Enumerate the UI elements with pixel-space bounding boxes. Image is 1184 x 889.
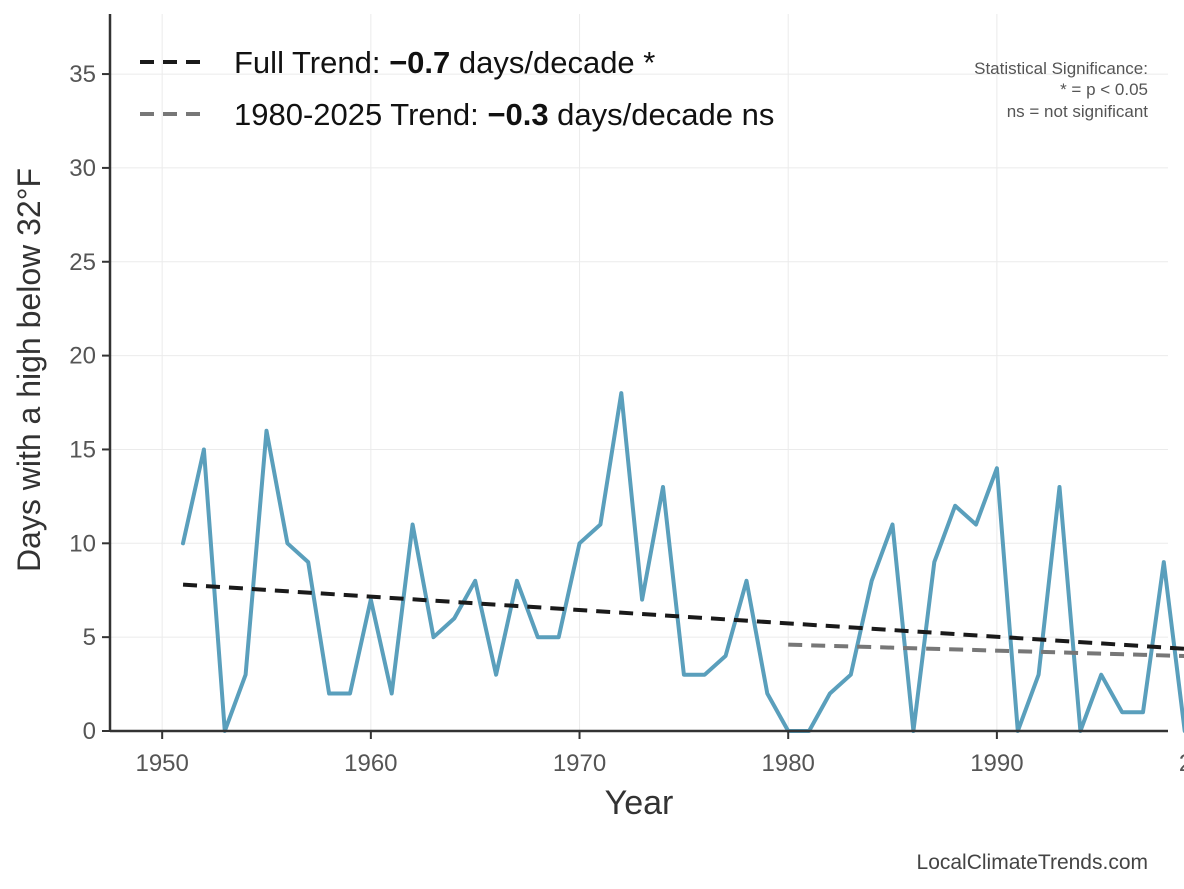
significance-p-value: * = p < 0.05: [1060, 80, 1148, 99]
legend: Full Trend: −0.7 days/decade * 1980-2025 …: [140, 45, 774, 132]
y-tick-label: 30: [69, 155, 96, 182]
x-tick-label: 1990: [970, 750, 1023, 777]
significance-note: Statistical Significance: * = p < 0.05 n…: [974, 59, 1148, 121]
footer-credit: LocalClimateTrends.com: [917, 851, 1148, 874]
trend-lines: [182, 582, 1184, 658]
full-trend-line: [182, 582, 1184, 651]
significance-title: Statistical Significance:: [974, 59, 1148, 78]
legend-value: −0.7: [389, 45, 450, 80]
legend-unit: days/decade ns: [549, 97, 775, 132]
y-tick-label: 10: [69, 530, 96, 557]
y-tick-label: 15: [69, 436, 96, 463]
axes: [108, 14, 1168, 733]
legend-value: −0.3: [487, 97, 548, 132]
legend-entry: Full Trend: −0.7 days/decade *: [234, 45, 655, 80]
recent-trend-line: [788, 642, 1184, 658]
x-tick-label: 2000: [1179, 750, 1184, 777]
series-line: [181, 391, 1184, 733]
legend-label: 1980-2025 Trend:: [234, 97, 487, 132]
x-tick-label: 1960: [344, 750, 397, 777]
series: [181, 391, 1184, 733]
legend-label: Full Trend:: [234, 45, 389, 80]
y-ticks: 0 5 10 15 20 25 30 35: [69, 61, 110, 745]
significance-ns: ns = not significant: [1007, 102, 1149, 121]
y-tick-label: 0: [83, 718, 96, 745]
y-tick-label: 5: [83, 624, 96, 651]
y-tick-label: 35: [69, 61, 96, 88]
legend-unit: days/decade *: [450, 45, 655, 80]
y-tick-label: 25: [69, 249, 96, 276]
y-tick-label: 20: [69, 343, 96, 370]
y-axis-label: Days with a high below 32°F: [11, 168, 47, 572]
legend-entry: 1980-2025 Trend: −0.3 days/decade ns: [234, 97, 774, 132]
x-tick-label: 1950: [135, 750, 188, 777]
x-ticks: 19501960197019801990200020102020: [135, 731, 1184, 777]
x-axis-label: Year: [605, 784, 674, 822]
x-tick-label: 1970: [553, 750, 606, 777]
x-tick-label: 1980: [762, 750, 815, 777]
